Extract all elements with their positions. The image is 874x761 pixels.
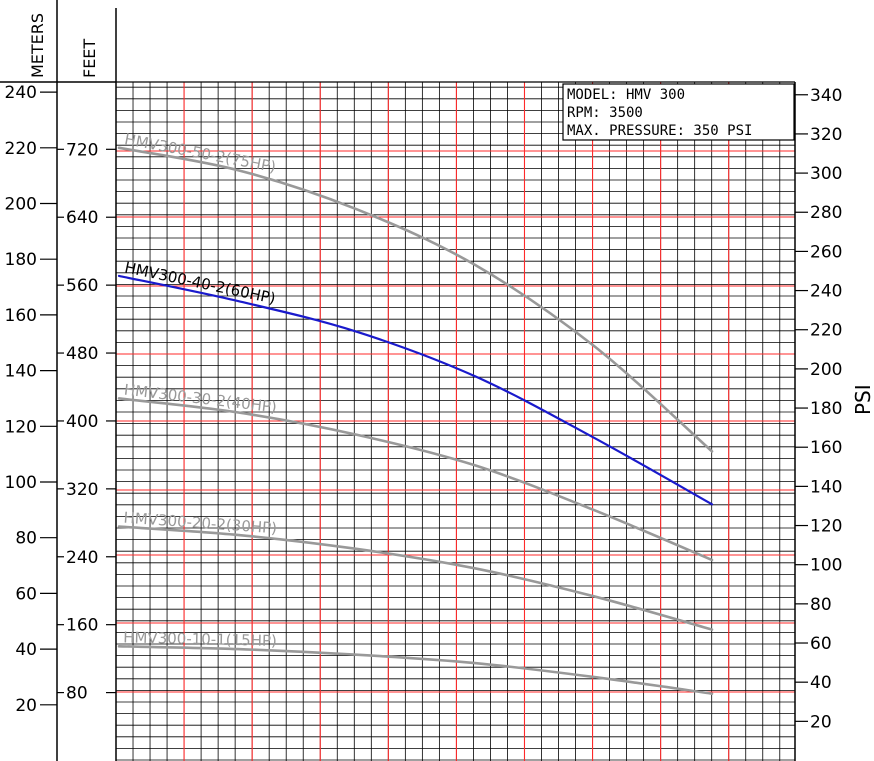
psi-tick-label: 60 xyxy=(810,634,832,654)
feet-tick-label: 80 xyxy=(66,684,88,704)
model-info-box: MODEL: HMV 300 RPM: 3500 MAX. PRESSURE: … xyxy=(562,83,795,141)
meters-tick-label: 100 xyxy=(5,473,37,493)
psi-tick-label: 100 xyxy=(810,556,842,576)
psi-tick-label: 120 xyxy=(810,517,842,537)
grid xyxy=(115,81,795,761)
curve-label: HMV300-10-1(15HP) xyxy=(123,628,277,650)
rpm-line: RPM: 3500 xyxy=(567,105,643,121)
feet-tick-label: 640 xyxy=(66,208,98,228)
psi-tick-label: 260 xyxy=(810,242,842,262)
psi-tick-label: 180 xyxy=(810,399,842,419)
meters-tick-label: 160 xyxy=(5,306,37,326)
feet-tick-label: 560 xyxy=(66,276,98,296)
pump-curve-hmv300-10-1-15hp- xyxy=(117,645,714,695)
pump-curve-hmv300-40-2-60hp- xyxy=(117,274,714,506)
feet-tick-label: 160 xyxy=(66,616,98,636)
psi-tick-label: 280 xyxy=(810,203,842,223)
meters-tick-label: 20 xyxy=(15,696,37,716)
curves xyxy=(117,146,714,695)
psi-tick-label: 80 xyxy=(810,595,832,615)
meters-axis-title: METERS xyxy=(28,13,47,78)
feet-tick-label: 320 xyxy=(66,480,98,500)
meters-tick-label: 140 xyxy=(5,362,37,382)
curve-labels: HMV300-50-2(75HP)HMV300-40-2(60HP)HMV300… xyxy=(123,130,278,650)
curve-label: HMV300-40-2(60HP) xyxy=(123,258,277,307)
meters-tick-label: 60 xyxy=(15,584,37,604)
psi-tick-label: 240 xyxy=(810,282,842,302)
feet-axis-title: FEET xyxy=(80,39,99,78)
meters-tick-label: 200 xyxy=(5,195,37,215)
meters-tick-label: 80 xyxy=(15,529,37,549)
psi-tick-label: 200 xyxy=(810,360,842,380)
psi-tick-label: 300 xyxy=(810,164,842,184)
meters-tick-label: 180 xyxy=(5,250,37,270)
meters-tick-label: 240 xyxy=(5,83,37,103)
meters-tick-label: 220 xyxy=(5,139,37,159)
pump-curve-hmv300-20-2-30hp- xyxy=(117,525,714,631)
max-pressure-line: MAX. PRESSURE: 350 PSI xyxy=(567,123,752,139)
meters-tick-label: 40 xyxy=(15,640,37,660)
psi-tick-label: 140 xyxy=(810,477,842,497)
psi-tick-label: 220 xyxy=(810,321,842,341)
psi-tick-label: 20 xyxy=(810,712,832,732)
psi-tick-label: 320 xyxy=(810,125,842,145)
pump-curve-hmv300-50-2-75hp- xyxy=(117,146,714,453)
curve-label: HMV300-30-2(40HP) xyxy=(123,381,278,417)
feet-tick-label: 720 xyxy=(66,140,98,160)
feet-tick-label: 400 xyxy=(66,412,98,432)
model-line: MODEL: HMV 300 xyxy=(567,87,685,103)
psi-axis-title: PSI xyxy=(851,384,874,415)
pump-curve-hmv300-30-2-40hp- xyxy=(117,397,714,562)
tick-layer: 20 40 60 80 100 120 140 160 180 200 220 240 80 160 240… xyxy=(5,83,843,732)
psi-tick-label: 40 xyxy=(810,673,832,693)
meters-tick-label: 120 xyxy=(5,417,37,437)
axes-frame xyxy=(0,0,796,761)
feet-tick-label: 240 xyxy=(66,548,98,568)
feet-tick-label: 480 xyxy=(66,344,98,364)
psi-tick-label: 340 xyxy=(810,86,842,106)
psi-tick-label: 160 xyxy=(810,438,842,458)
